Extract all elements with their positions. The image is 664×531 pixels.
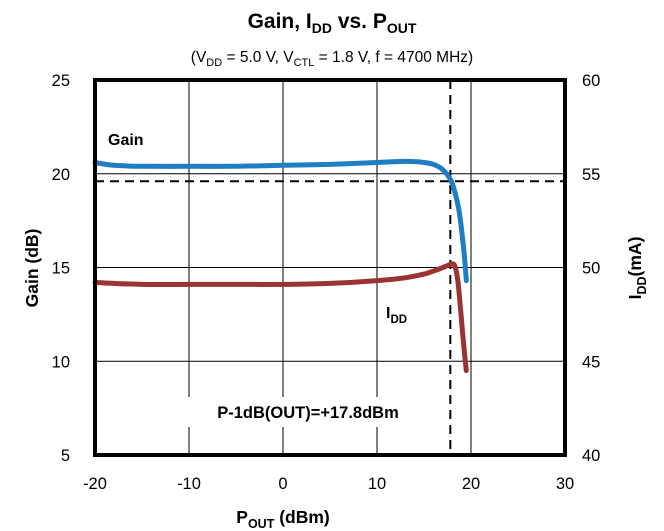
chart-subtitle: (VDD = 5.0 V, VCTL = 1.8 V, f = 4700 MHz… — [191, 49, 473, 69]
y-left-tick-label: 5 — [61, 447, 70, 465]
y-left-tick-label: 15 — [52, 260, 70, 278]
y-right-tick-label: 55 — [582, 166, 600, 184]
idd-series-label: IDD — [386, 305, 407, 326]
gain-series-line — [92, 158, 469, 284]
series-lines — [92, 158, 469, 374]
chart-title: Gain, IDD vs. POUT — [248, 10, 417, 36]
x-tick-labels: -20 -10 0 10 20 30 — [83, 475, 574, 493]
gain-series-label: Gain — [108, 132, 144, 149]
plot-area — [92, 78, 567, 457]
p1db-annotation: P-1dB(OUT)=+17.8dBm — [217, 404, 399, 422]
plot-frame — [93, 78, 567, 457]
grid — [95, 80, 565, 455]
x-tick-label: 30 — [556, 475, 574, 493]
y-left-tick-label: 20 — [52, 166, 70, 184]
y-left-tick-labels: 5 10 15 20 25 — [52, 72, 70, 465]
y-right-tick-label: 40 — [582, 447, 600, 465]
y-left-tick-label: 25 — [52, 72, 70, 90]
annotation-background — [170, 397, 446, 427]
idd-series-line — [92, 261, 469, 374]
y-right-tick-label: 45 — [582, 353, 600, 371]
x-tick-label: 10 — [368, 475, 386, 493]
reference-lines — [95, 80, 565, 455]
y-left-tick-label: 10 — [52, 353, 70, 371]
y-right-tick-labels: 40 45 50 55 60 — [582, 72, 600, 465]
x-axis-title: POUT (dBm) — [236, 507, 329, 531]
y-left-axis-title: Gain (dB) — [22, 229, 42, 308]
x-tick-label: 20 — [462, 475, 480, 493]
y-right-axis-title: IDD(mA) — [625, 237, 649, 300]
y-right-tick-label: 60 — [582, 72, 600, 90]
x-tick-label: -20 — [83, 475, 107, 493]
x-tick-label: 0 — [278, 475, 287, 493]
y-right-tick-label: 50 — [582, 260, 600, 278]
x-tick-label: -10 — [177, 475, 201, 493]
